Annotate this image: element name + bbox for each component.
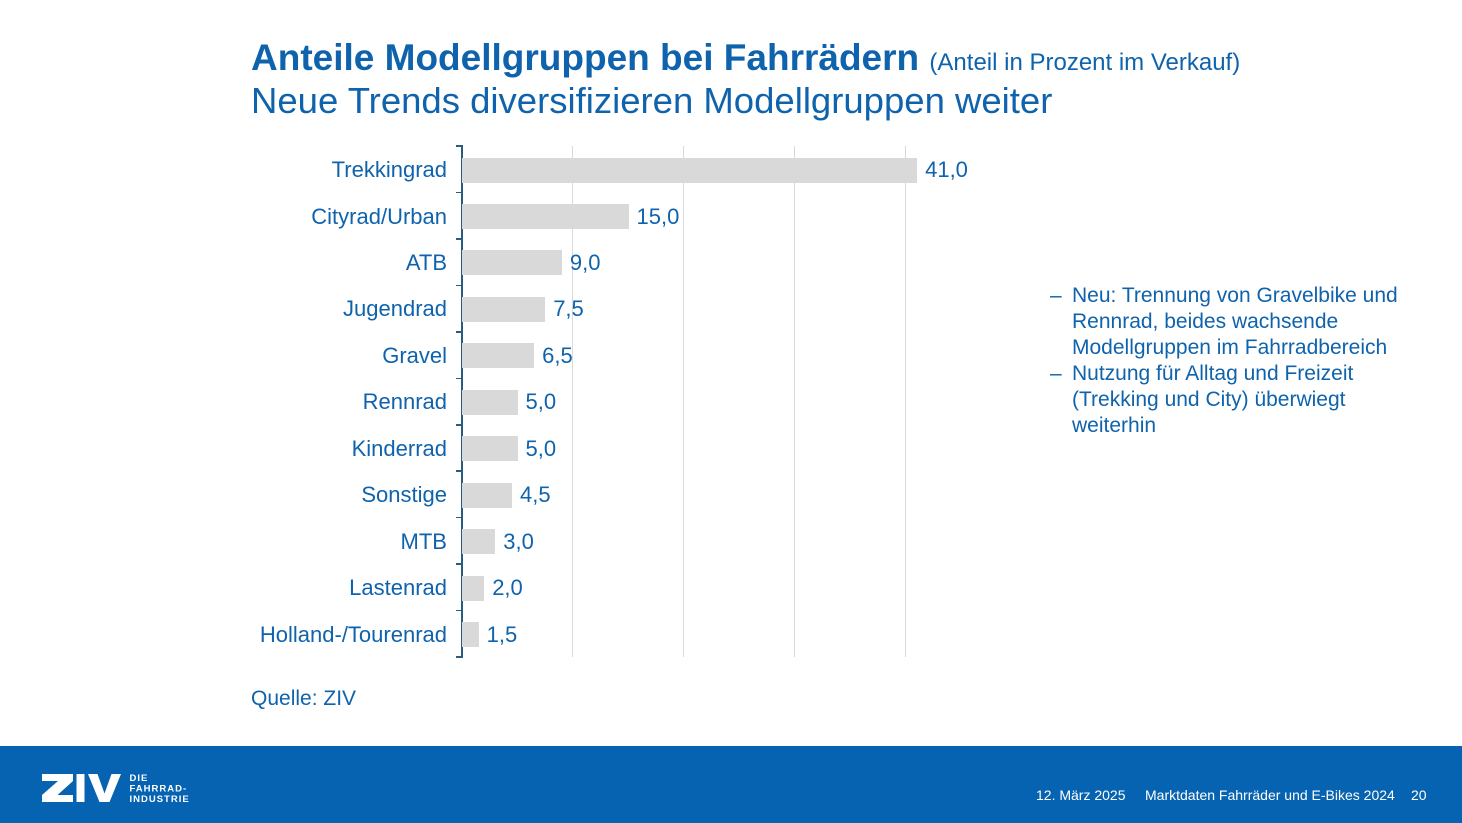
svg-text:FAHRRAD-: FAHRRAD- (130, 784, 188, 795)
svg-text:DIE: DIE (130, 773, 149, 784)
svg-text:INDUSTRIE: INDUSTRIE (130, 794, 190, 805)
